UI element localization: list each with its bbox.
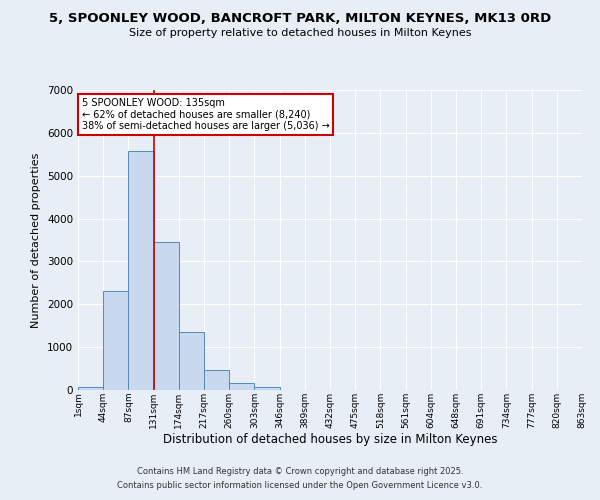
Text: 5 SPOONLEY WOOD: 135sqm
← 62% of detached houses are smaller (8,240)
38% of semi: 5 SPOONLEY WOOD: 135sqm ← 62% of detache… <box>82 98 329 131</box>
Bar <box>103 292 128 390</box>
Text: Size of property relative to detached houses in Milton Keynes: Size of property relative to detached ho… <box>129 28 471 38</box>
X-axis label: Distribution of detached houses by size in Milton Keynes: Distribution of detached houses by size … <box>163 434 497 446</box>
Bar <box>154 242 179 390</box>
Bar <box>204 370 229 390</box>
Y-axis label: Number of detached properties: Number of detached properties <box>31 152 41 328</box>
Bar <box>128 152 154 390</box>
Bar <box>254 388 280 390</box>
Bar <box>229 383 254 390</box>
Text: 5, SPOONLEY WOOD, BANCROFT PARK, MILTON KEYNES, MK13 0RD: 5, SPOONLEY WOOD, BANCROFT PARK, MILTON … <box>49 12 551 26</box>
Text: Contains HM Land Registry data © Crown copyright and database right 2025.: Contains HM Land Registry data © Crown c… <box>137 467 463 476</box>
Text: Contains public sector information licensed under the Open Government Licence v3: Contains public sector information licen… <box>118 481 482 490</box>
Bar <box>78 387 103 390</box>
Bar <box>179 332 204 390</box>
